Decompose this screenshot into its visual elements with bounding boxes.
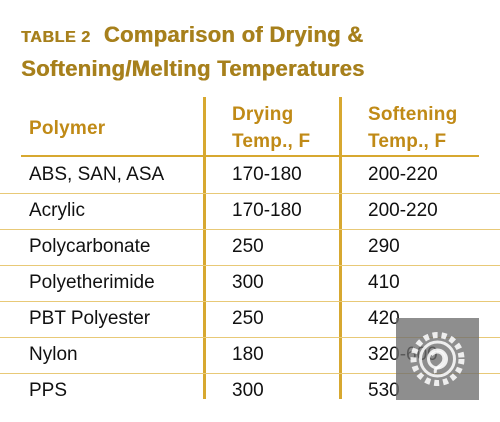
softening-cell: 290: [368, 236, 400, 257]
softening-cell: 200-220: [368, 164, 438, 185]
polymer-cell: Polycarbonate: [29, 236, 151, 257]
polymer-cell: PBT Polyester: [29, 308, 151, 329]
polymer-cell: PPS: [29, 380, 68, 401]
polymer-cell: Nylon: [29, 344, 78, 365]
softening-cell: 420: [368, 308, 400, 329]
drying-cell: 170-180: [232, 164, 302, 185]
header-polymer: Polymer: [29, 118, 106, 139]
header-softening-line2: Temp., F: [368, 131, 447, 152]
column-divider-1: [203, 97, 206, 399]
drying-cell: 250: [232, 308, 264, 329]
table-row: ABS, SAN, ASA 170-180 200-220: [0, 157, 500, 194]
column-divider-2: [339, 97, 342, 399]
title-line-2: Softening/Melting Temperatures: [21, 56, 365, 81]
title-line-1: TABLE 2 Comparison of Drying &: [21, 22, 363, 54]
polymer-cell: Acrylic: [29, 200, 85, 221]
header-drying-line2: Temp., F: [232, 131, 311, 152]
drying-cell: 300: [232, 380, 264, 401]
table-row: PBT Polyester 250 420: [0, 301, 500, 338]
drying-cell: 300: [232, 272, 264, 293]
softening-cell: 200-220: [368, 200, 438, 221]
polymer-cell: ABS, SAN, ASA: [29, 164, 165, 185]
drying-cell: 170-180: [232, 200, 302, 221]
table-row: Polycarbonate 250 290: [0, 229, 500, 266]
header-softening: Softening Temp., F: [368, 101, 457, 155]
header-drying: Drying Temp., F: [232, 101, 310, 155]
header-rule: [21, 155, 479, 157]
softening-cell: 410: [368, 272, 400, 293]
polymer-cell: Polyetherimide: [29, 272, 155, 293]
table-row: PPS 300 530: [0, 373, 500, 409]
title-text-1: Comparison of Drying &: [103, 22, 364, 47]
table-row: Acrylic 170-180 200-220: [0, 193, 500, 230]
drying-cell: 180: [232, 344, 264, 365]
softening-cell: 530: [368, 380, 400, 401]
header-softening-line1: Softening: [368, 104, 458, 125]
table-row: Polyetherimide 300 410: [0, 265, 500, 302]
drying-cell: 250: [232, 236, 264, 257]
header-drying-line1: Drying: [232, 104, 294, 125]
table-tag: TABLE 2: [21, 29, 91, 46]
gear-logo-icon: [410, 332, 465, 386]
watermark-badge: [396, 318, 479, 400]
